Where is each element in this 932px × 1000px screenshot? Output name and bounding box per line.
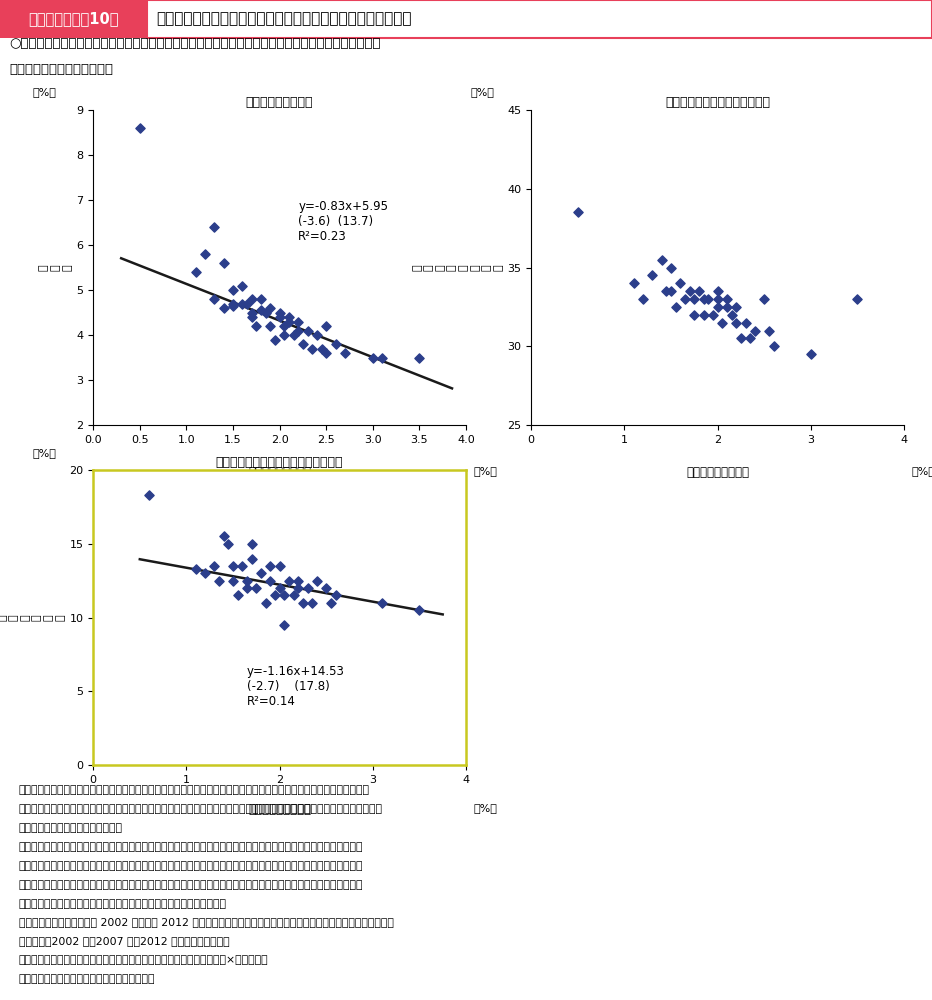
Point xyxy=(244,536,259,552)
Text: 我が国における労働生産性と失業率、非正規雇用者比率の関係: 我が国における労働生産性と失業率、非正規雇用者比率の関係 xyxy=(157,11,412,26)
Point xyxy=(710,291,725,307)
Point xyxy=(570,204,585,220)
Text: ○　我が国においても労働生産性の上昇率が高いほど失業率が低く、不本意非正規雇用者比率も低水準: ○ 我が国においても労働生産性の上昇率が高いほど失業率が低く、不本意非正規雇用者… xyxy=(9,37,381,50)
Point xyxy=(240,573,254,589)
Point xyxy=(207,291,222,307)
Point xyxy=(249,580,264,596)
Point xyxy=(281,573,296,589)
Point xyxy=(375,350,390,366)
Point xyxy=(687,307,702,323)
Point xyxy=(664,283,678,299)
Point xyxy=(710,299,725,315)
Point xyxy=(365,350,380,366)
Text: 2002 年、2007 年、2012 年の数値の平均値。: 2002 年、2007 年、2012 年の数値の平均値。 xyxy=(19,936,229,946)
Point xyxy=(743,330,758,346)
Point xyxy=(226,573,240,589)
Point xyxy=(626,275,641,291)
Point xyxy=(291,314,306,330)
Title: 労働生産性と非正規雇用者比率: 労働生産性と非正規雇用者比率 xyxy=(665,96,770,109)
Point xyxy=(240,296,254,312)
Point xyxy=(272,309,287,325)
Point xyxy=(235,277,250,294)
Text: （%）: （%） xyxy=(33,87,57,97)
Text: （注）　１）就業構造基本調査における失業者は、就業希望をしている無業者のうち、求職活動において仕事を探して: （注） １）就業構造基本調査における失業者は、就業希望をしている無業者のうち、求… xyxy=(19,842,363,852)
Point xyxy=(267,332,282,348)
Text: （%）: （%） xyxy=(473,803,498,813)
Point xyxy=(300,580,315,596)
Title: 労働生産性と失業率: 労働生産性と失業率 xyxy=(246,96,313,109)
Point xyxy=(696,307,711,323)
Text: 労働生産性の上昇率: 労働生産性の上昇率 xyxy=(686,466,749,479)
Point xyxy=(696,291,711,307)
Text: という関係がみられる。: という関係がみられる。 xyxy=(9,63,114,76)
Point xyxy=(258,304,273,320)
Point xyxy=(757,291,772,307)
Point xyxy=(207,219,222,235)
Point xyxy=(263,300,278,316)
Y-axis label: 非
正
規
雇
用
者
比
率: 非 正 規 雇 用 者 比 率 xyxy=(412,264,503,271)
Point xyxy=(272,304,287,320)
Text: （%）: （%） xyxy=(33,448,57,458)
Point xyxy=(659,283,674,299)
Point xyxy=(142,487,157,503)
Point xyxy=(226,298,240,314)
Point xyxy=(766,338,781,354)
Point xyxy=(309,327,324,343)
Point xyxy=(733,330,748,346)
Text: ２）労働生産性は 2002 年度から 2012 年度までの当該年度の上昇率の平均値、就業構造基本調査のデータは: ２）労働生産性は 2002 年度から 2012 年度までの当該年度の上昇率の平均… xyxy=(19,917,393,927)
Point xyxy=(678,291,692,307)
Point xyxy=(645,267,660,283)
Point xyxy=(309,573,324,589)
Point xyxy=(263,573,278,589)
Point xyxy=(710,283,725,299)
Point xyxy=(850,291,865,307)
Point xyxy=(729,315,744,331)
Point xyxy=(272,580,287,596)
Text: y=-1.16x+14.53
(-2.7)    (17.8)
R²=0.14: y=-1.16x+14.53 (-2.7) (17.8) R²=0.14 xyxy=(247,665,345,708)
Point xyxy=(692,283,706,299)
Point xyxy=(272,558,287,574)
Text: 労働生産性の上昇率: 労働生産性の上昇率 xyxy=(248,803,311,816)
Text: 策担当参事官室にて作成: 策担当参事官室にて作成 xyxy=(19,823,123,833)
Point xyxy=(258,595,273,611)
Text: （%）: （%） xyxy=(911,466,932,476)
Text: ３）実質労働生産性＝実質県内総生産／労働投入量（就業者数×労働時間）: ３）実質労働生産性＝実質県内総生産／労働投入量（就業者数×労働時間） xyxy=(19,955,268,965)
Point xyxy=(188,264,203,280)
Point xyxy=(636,291,651,307)
Point xyxy=(319,345,334,361)
Point xyxy=(277,617,292,633)
Point xyxy=(286,587,301,603)
Point xyxy=(720,299,734,315)
Point xyxy=(198,246,212,262)
Point xyxy=(682,283,697,299)
Point xyxy=(668,299,683,315)
Point xyxy=(244,304,259,320)
Text: また、不本意非正規雇用者は、有業者の非正規雇用者のうち、追加就業希望あるいは転職希望者の中から、: また、不本意非正規雇用者は、有業者の非正規雇用者のうち、追加就業希望あるいは転職… xyxy=(19,880,363,890)
Text: いる、あるいは開業の準備をしている者の中から就業希望時期を「すぐつくつもり」と回答した者と定義。: いる、あるいは開業の準備をしている者の中から就業希望時期を「すぐつくつもり」と回… xyxy=(19,861,363,871)
Point xyxy=(291,322,306,338)
Point xyxy=(216,528,231,544)
Point xyxy=(715,315,730,331)
Point xyxy=(226,558,240,574)
Point xyxy=(337,345,352,361)
Point xyxy=(216,300,231,316)
Point xyxy=(314,340,329,357)
Point xyxy=(323,595,338,611)
Point xyxy=(277,327,292,343)
Point xyxy=(295,336,310,352)
Point xyxy=(319,318,334,334)
Text: 労働生産性の上昇率: 労働生産性の上昇率 xyxy=(248,466,311,479)
Point xyxy=(235,296,250,312)
Point xyxy=(654,252,669,268)
Point xyxy=(375,595,390,611)
Bar xyxy=(0,0,147,38)
Point xyxy=(263,558,278,574)
Point xyxy=(706,307,720,323)
Point xyxy=(188,561,203,577)
Point xyxy=(226,282,240,298)
Text: y=-0.83x+5.95
(-3.6)  (13.7)
R²=0.23: y=-0.83x+5.95 (-3.6) (13.7) R²=0.23 xyxy=(298,200,389,243)
Text: 希望の仕事形態を正規の職員・従業員と回答した者と定義。: 希望の仕事形態を正規の職員・従業員と回答した者と定義。 xyxy=(19,899,226,909)
Point xyxy=(328,587,343,603)
Point xyxy=(687,291,702,307)
Point xyxy=(277,318,292,334)
